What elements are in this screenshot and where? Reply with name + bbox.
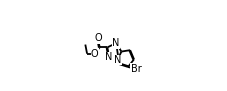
Text: O: O: [91, 49, 98, 59]
Text: N: N: [112, 38, 119, 48]
Text: Br: Br: [131, 64, 141, 74]
Text: O: O: [94, 33, 101, 43]
Text: N: N: [105, 52, 112, 62]
Text: N: N: [113, 55, 121, 65]
